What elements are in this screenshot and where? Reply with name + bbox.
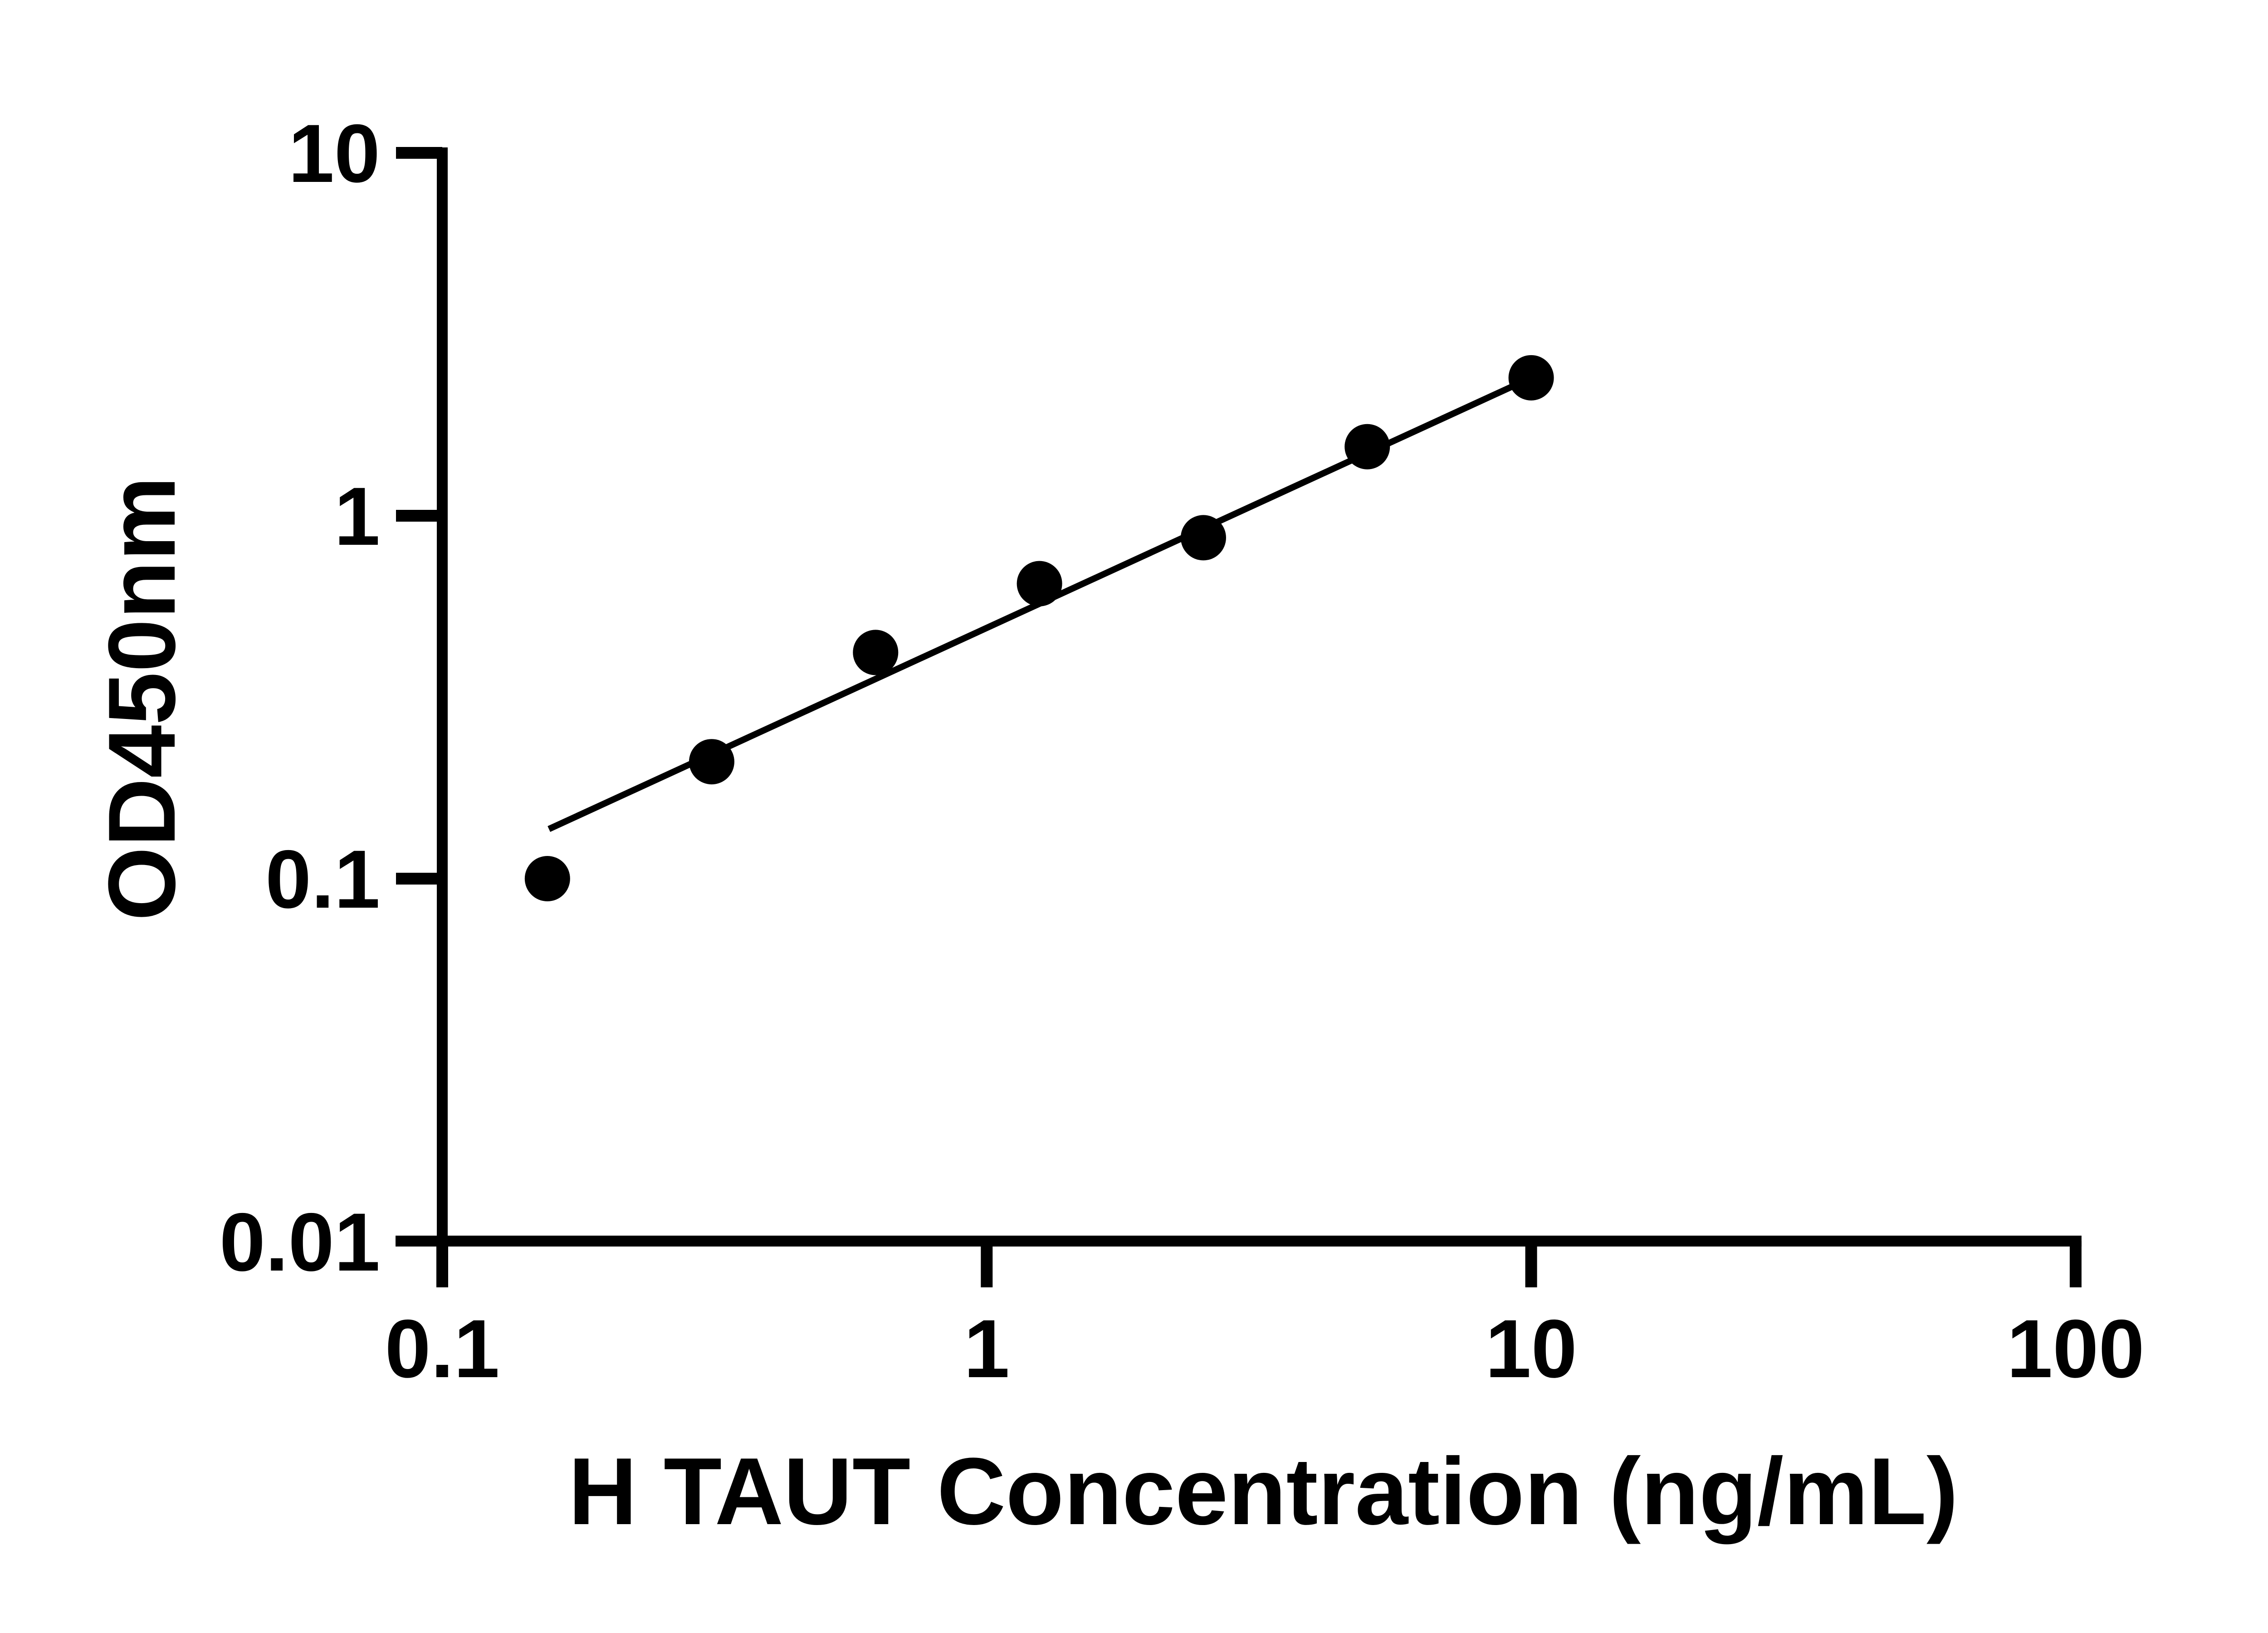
data-point: [1344, 424, 1390, 469]
x-tick-label: 100: [2007, 1302, 2145, 1395]
y-tick-label: 10: [288, 107, 380, 200]
x-tick-label: 1: [964, 1302, 1010, 1395]
data-point: [853, 630, 899, 675]
y-axis-title: OD450nm: [88, 476, 195, 921]
x-tick-label: 10: [1485, 1302, 1577, 1395]
y-tick-label: 0.01: [220, 1196, 380, 1288]
data-point: [689, 739, 734, 785]
data-point: [1017, 561, 1062, 606]
axes-group: [396, 147, 2082, 1287]
x-tick-label: 0.1: [385, 1302, 499, 1395]
x-axis-title: H TAUT Concentration (ng/mL): [568, 1438, 1958, 1545]
y-tick-label: 1: [334, 470, 380, 562]
data-point: [1180, 515, 1226, 561]
data-points-group: [524, 355, 1554, 901]
data-point: [1508, 355, 1554, 401]
y-tick-label: 0.1: [265, 833, 380, 925]
data-point: [524, 856, 570, 901]
